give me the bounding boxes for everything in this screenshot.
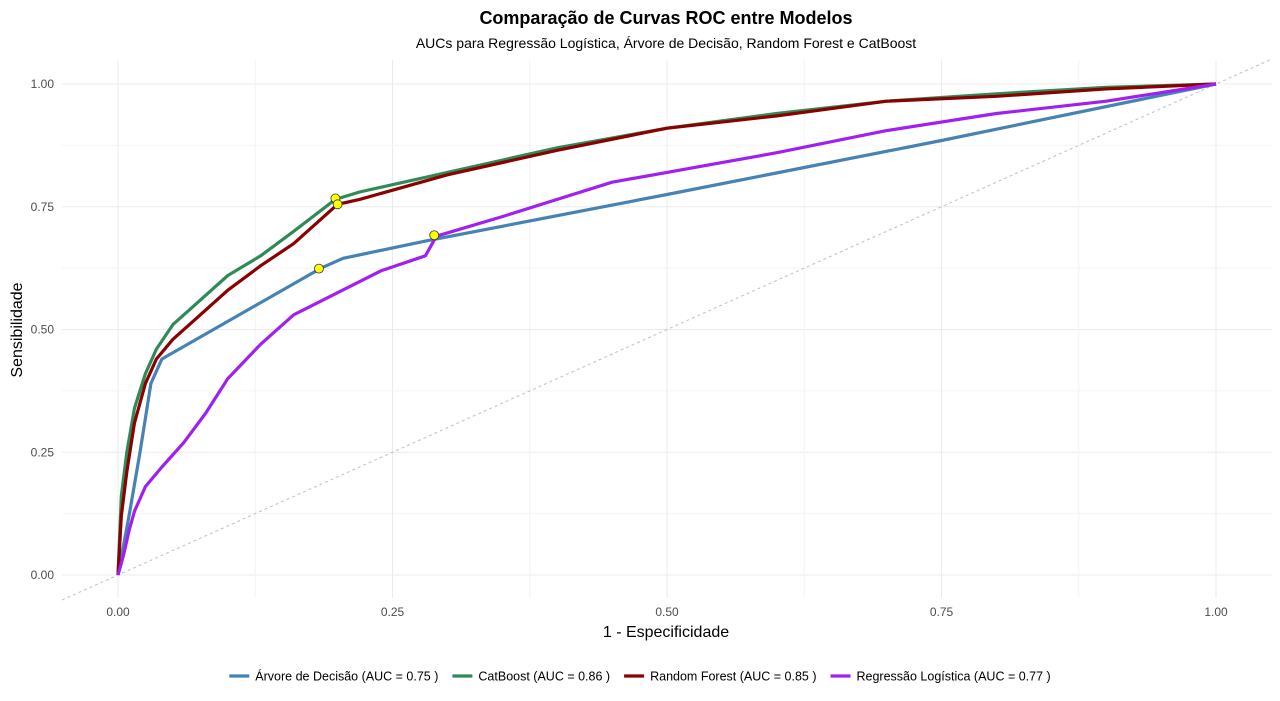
x-axis-label: 1 - Especificidade <box>603 624 729 641</box>
legend-label: Regressão Logística (AUC = 0.77 ) <box>857 670 1051 684</box>
legend-label: Random Forest (AUC = 0.85 ) <box>650 670 816 684</box>
threshold-markers <box>314 193 440 274</box>
legend-item-4: Regressão Logística (AUC = 0.77 ) <box>830 670 1051 684</box>
x-tick-label: 0.75 <box>930 605 954 619</box>
x-tick-label: 0.00 <box>106 605 130 619</box>
legend-item-3: Random Forest (AUC = 0.85 ) <box>624 670 816 684</box>
series-lines <box>116 82 1217 576</box>
y-axis-label: Sensibilidade <box>9 282 26 377</box>
legend-item-2: CatBoost (AUC = 0.86 ) <box>452 670 610 684</box>
x-axis-ticks: 0.00 0.25 0.50 0.75 1.00 <box>106 605 1228 619</box>
y-tick-label: 1.00 <box>31 77 55 91</box>
threshold-marker-4 <box>429 230 440 241</box>
legend: Árvore de Decisão (AUC = 0.75 ) CatBoost … <box>229 669 1051 684</box>
y-tick-label: 0.00 <box>31 568 55 582</box>
x-tick-label: 1.00 <box>1204 605 1228 619</box>
y-tick-label: 0.25 <box>31 445 55 459</box>
grid-lines <box>62 60 1272 598</box>
x-tick-label: 0.25 <box>381 605 405 619</box>
diagonal-reference-line <box>61 58 1273 601</box>
y-axis-ticks: 0.00 0.25 0.50 0.75 1.00 <box>31 77 55 582</box>
threshold-marker-1 <box>314 263 324 274</box>
chart-title: Comparação de Curvas ROC entre Modelos <box>479 8 852 28</box>
threshold-marker-3 <box>332 199 343 210</box>
legend-label: Árvore de Decisão (AUC = 0.75 ) <box>255 669 438 684</box>
series-line-4 <box>116 82 1217 576</box>
x-tick-label: 0.50 <box>655 605 679 619</box>
series-line-3 <box>116 82 1217 576</box>
y-tick-label: 0.50 <box>31 323 55 337</box>
chart-subtitle: AUCs para Regressão Logística, Árvore de… <box>416 35 916 51</box>
legend-label: CatBoost (AUC = 0.86 ) <box>478 670 610 684</box>
legend-item-1: Árvore de Decisão (AUC = 0.75 ) <box>229 669 438 684</box>
y-tick-label: 0.75 <box>31 200 55 214</box>
